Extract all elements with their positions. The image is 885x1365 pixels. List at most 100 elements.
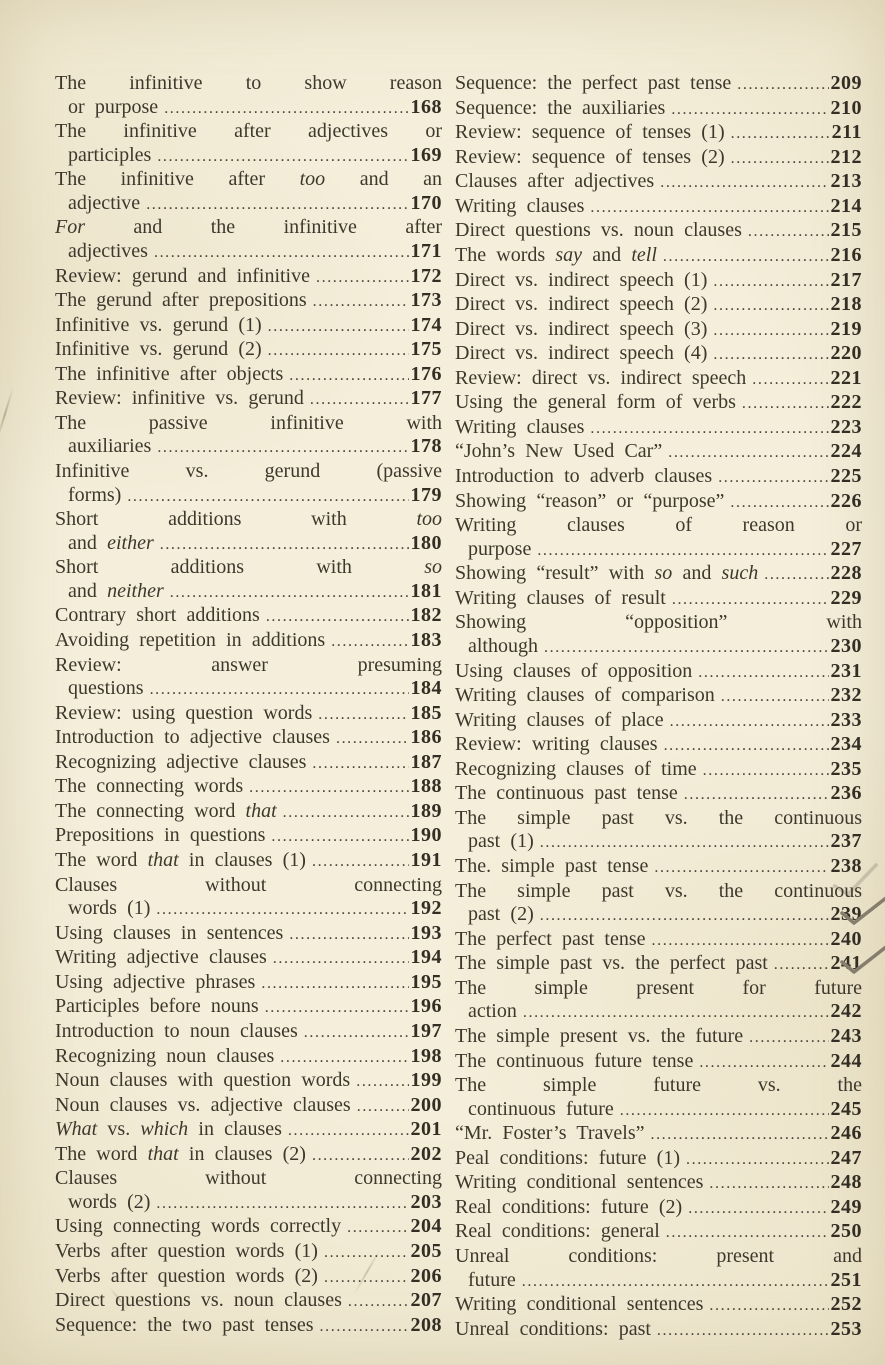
toc-entry-title-line: The continuous past tense: [455, 782, 678, 805]
toc-entry: Prepositions in questions...............…: [55, 824, 442, 849]
page-number: 193: [410, 921, 442, 944]
toc-entry: Writing clauses of result...............…: [455, 587, 862, 612]
toc-entry-title-line: What vs. which in clauses: [55, 1118, 282, 1141]
toc-entry: Using clauses of opposition.............…: [455, 660, 862, 685]
toc-entry-title-line: Introduction to adjective clauses: [55, 726, 330, 749]
toc-entry: Short additions with too and either......…: [55, 508, 442, 556]
dot-leader: ........................................…: [309, 391, 409, 409]
dot-leader: ........................................…: [280, 1048, 409, 1066]
dot-leader: ........................................…: [157, 439, 409, 457]
page-number: 227: [830, 537, 862, 560]
toc-entry-title-line: Verbs after question words (1): [55, 1240, 318, 1262]
toc-entry-title-line: or purpose: [68, 95, 159, 118]
toc-entry: Infinitive vs. gerund (2)...............…: [55, 338, 442, 363]
dot-leader: ........................................…: [271, 828, 408, 846]
toc-entry: Review: sequence of tenses (1)..........…: [455, 121, 862, 146]
dot-leader: ........................................…: [282, 803, 409, 821]
dot-leader: ........................................…: [709, 1175, 828, 1193]
toc-entry-title-line: action: [468, 1000, 517, 1023]
toc-entry-title-line: Real conditions: future (2): [455, 1195, 683, 1218]
toc-entry-title-line: The words say and tell: [455, 243, 657, 266]
page-number: 189: [410, 799, 442, 822]
toc-entry-title-line: Clauses after adjectives: [455, 170, 655, 193]
dot-leader: ........................................…: [267, 342, 409, 360]
toc-entry-title-line: Introduction to adverb clauses: [455, 465, 713, 487]
dot-leader: ........................................…: [265, 608, 409, 626]
page-number: 176: [410, 362, 442, 385]
page-number: 182: [410, 604, 442, 627]
dot-leader: ........................................…: [347, 1293, 409, 1311]
page-number: 246: [830, 1122, 862, 1145]
dot-leader: ........................................…: [335, 730, 409, 748]
dot-leader: ........................................…: [272, 950, 409, 968]
dot-leader: ........................................…: [669, 712, 829, 730]
toc-entry: Using the general form of verbs.........…: [455, 391, 862, 416]
dot-leader: ........................................…: [169, 583, 409, 601]
toc-entry: Contrary short additions................…: [55, 604, 442, 629]
toc-entry: The gerund after prepositions...........…: [55, 289, 442, 314]
toc-entry-title-line: Review: direct vs. indirect speech: [455, 366, 747, 389]
toc-entry: Writing conditional sentences...........…: [455, 1171, 862, 1196]
page-number: 210: [830, 96, 862, 119]
page-number: 192: [410, 897, 442, 920]
dot-leader: ........................................…: [699, 1053, 829, 1071]
page-number: 237: [830, 830, 862, 853]
toc-entry: Sequence: the auxiliaries...............…: [455, 97, 862, 122]
page-number: 231: [830, 659, 862, 682]
page-number: 253: [830, 1317, 862, 1340]
toc-entry-title-line: Showing “opposition” with: [455, 611, 862, 634]
toc-entry-title-line: Short additions with too: [55, 508, 442, 531]
page-number: 177: [410, 387, 442, 410]
page-number: 198: [410, 1044, 442, 1067]
toc-entry: The connecting word that................…: [55, 800, 442, 825]
dot-leader: ........................................…: [671, 100, 829, 118]
toc-entry: Introduction to adjective clauses.......…: [55, 726, 442, 751]
page-number: 199: [410, 1069, 442, 1092]
dot-leader: ........................................…: [316, 268, 409, 286]
dot-leader: ........................................…: [730, 493, 828, 511]
dot-leader: ........................................…: [590, 198, 828, 216]
toc-entry-title-line: Participles before nouns: [55, 995, 259, 1018]
page-number: 169: [410, 143, 442, 166]
dot-leader: ........................................…: [323, 1268, 409, 1286]
dot-leader: ........................................…: [319, 1317, 409, 1335]
dot-leader: ........................................…: [521, 1272, 829, 1290]
dot-leader: ........................................…: [311, 853, 409, 870]
toc-entry: Writing clauses.........................…: [455, 416, 862, 441]
toc-entry: Using connecting words correctly........…: [55, 1215, 442, 1240]
toc-entry-title-line: Writing clauses: [455, 194, 585, 217]
toc-entry: Writing clauses of place................…: [455, 709, 862, 734]
dot-leader: ........................................…: [730, 125, 830, 143]
toc-entry-title-line: The word that in clauses (1): [55, 849, 306, 871]
dot-leader: ........................................…: [662, 247, 829, 265]
dot-leader: ........................................…: [683, 786, 829, 804]
toc-entry: The words say and tell..................…: [455, 244, 862, 269]
toc-entry: Clauses without connecting words (2).....…: [55, 1167, 442, 1215]
toc-entry: The word that in clauses (1)............…: [55, 849, 442, 874]
toc-entry: Noun clauses vs. adjective clauses......…: [55, 1094, 442, 1119]
dot-leader: ........................................…: [249, 779, 408, 797]
toc-entry-title-line: Verbs after question words (2): [55, 1264, 318, 1287]
page-number: 172: [410, 264, 442, 287]
toc-entry-title-line: Review: infinitive vs. gerund: [55, 387, 304, 410]
toc-entry-title-line: Writing conditional sentences: [455, 1293, 704, 1316]
dot-leader: ........................................…: [663, 737, 829, 755]
toc-entry-title-line: Recognizing clauses of time: [455, 757, 697, 780]
checkmark-icon: [838, 892, 885, 928]
toc-entry: Unreal conditions: present and future....…: [455, 1245, 862, 1293]
toc-entry: Infinitive vs. gerund (1)...............…: [55, 314, 442, 339]
toc-entry-title-line: Writing clauses of reason or: [455, 514, 862, 537]
toc-entry: Real conditions: future (2).............…: [455, 1196, 862, 1221]
page-number: 226: [830, 489, 862, 512]
toc-entry: Short additions with so and neither......…: [55, 556, 442, 604]
toc-entry-title-line: Showing “reason” or “purpose”: [455, 489, 725, 512]
dot-leader: ........................................…: [749, 1028, 828, 1046]
page-number: 209: [830, 72, 862, 94]
page-number: 215: [830, 219, 862, 242]
page-number: 173: [410, 289, 442, 312]
toc-entry-title-line: The infinitive after too and an: [55, 168, 442, 191]
toc-entry-title-line: and neither: [68, 579, 164, 602]
page-number: 218: [830, 293, 862, 316]
page-number: 183: [410, 628, 442, 651]
toc-entry: Avoiding repetition in additions........…: [55, 629, 442, 654]
